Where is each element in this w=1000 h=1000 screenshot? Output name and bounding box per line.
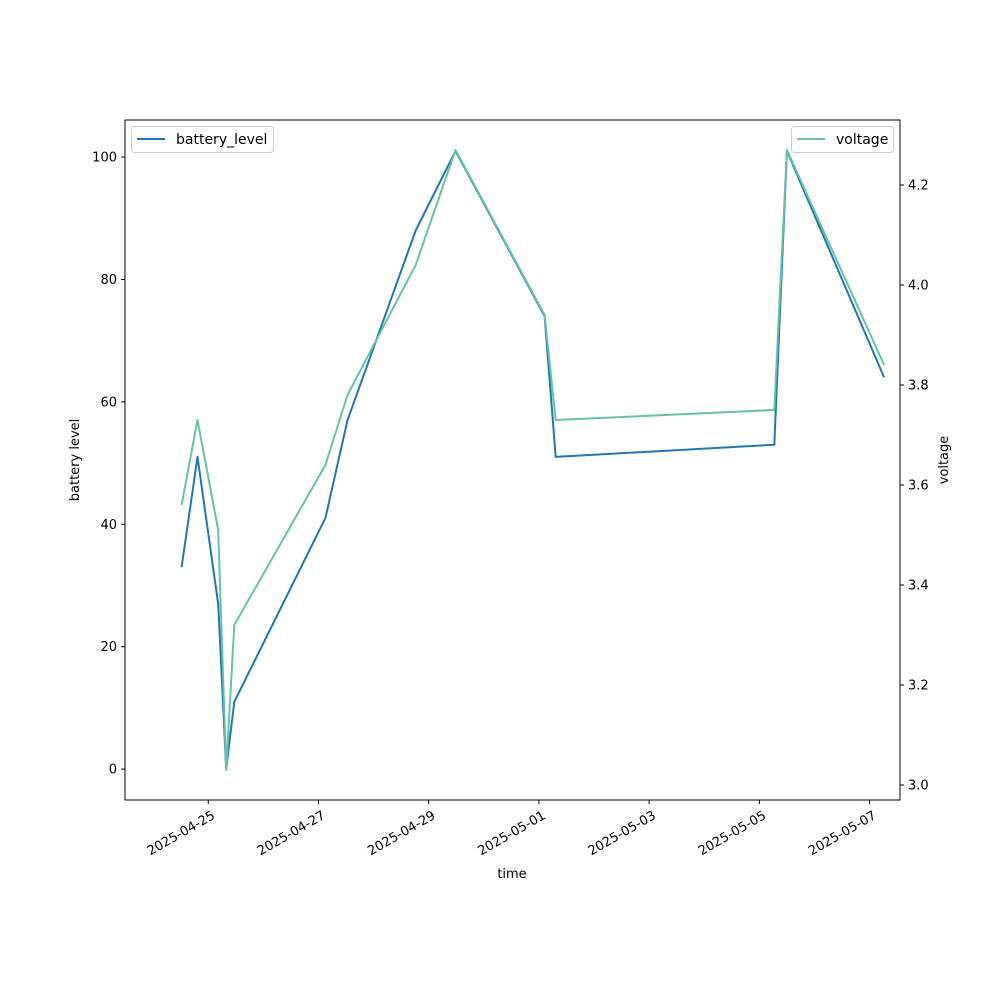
- y-right-tick-label: 3.4: [908, 579, 929, 594]
- y-right-tick-label: 3.6: [908, 479, 929, 494]
- series-line-battery-level: [180, 149, 886, 771]
- legend-box: [791, 126, 894, 153]
- y-axis-title-left: battery level: [68, 419, 83, 502]
- y-left-tick-label: 100: [92, 151, 117, 166]
- legend-voltage: voltage: [791, 126, 894, 153]
- x-axis-title: time: [497, 867, 526, 882]
- y-left-tick-label: 0: [109, 763, 117, 778]
- legend-box: [131, 126, 274, 153]
- y-right-tick-label: 3.2: [908, 679, 929, 694]
- series-line-voltage: [180, 149, 886, 771]
- y-right-tick-label: 4.2: [908, 179, 929, 194]
- y-right-tick-label: 4.0: [908, 279, 929, 294]
- legend-battery-level: battery_level: [131, 126, 274, 153]
- legend-label-voltage: voltage: [836, 132, 888, 148]
- legend-label-battery-level: battery_level: [176, 132, 267, 148]
- y-left-tick-label: 60: [100, 395, 117, 410]
- y-left-tick-label: 40: [100, 518, 117, 533]
- y-right-tick-label: 3.0: [908, 779, 929, 794]
- series-layer: [180, 149, 886, 771]
- y-axis-title-right: voltage: [937, 436, 952, 485]
- y-right-tick-label: 3.8: [908, 379, 929, 394]
- y-left-tick-label: 20: [100, 640, 117, 655]
- y-left-tick-label: 80: [100, 273, 117, 288]
- plot-frame: [124, 119, 901, 801]
